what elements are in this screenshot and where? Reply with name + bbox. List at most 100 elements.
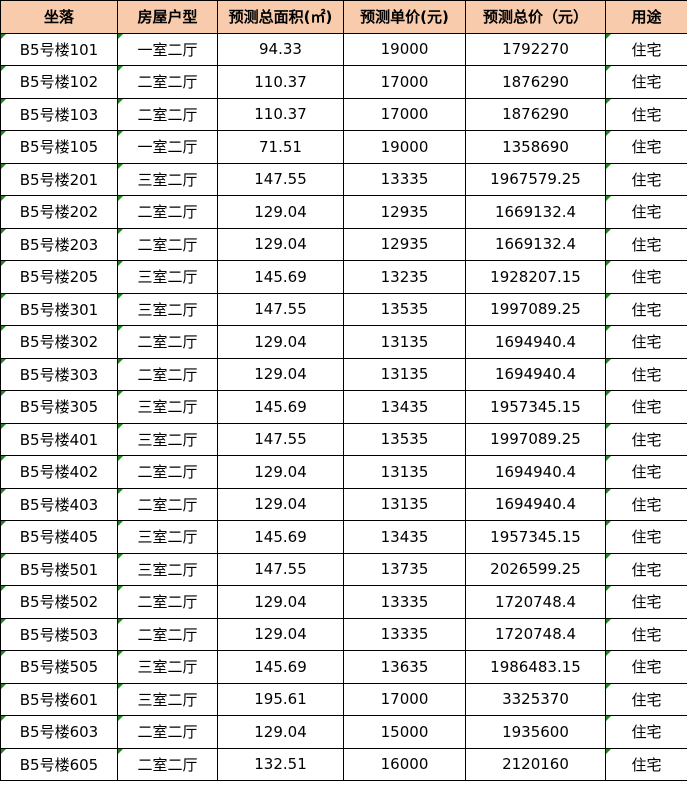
cell-total-price[interactable]: 1935600 bbox=[465, 715, 606, 749]
cell-unit-price[interactable]: 13535 bbox=[343, 422, 466, 456]
cell-location[interactable]: B5号楼202 bbox=[0, 195, 118, 229]
cell-unit-type[interactable]: 一室二厅 bbox=[117, 130, 218, 164]
cell-usage[interactable]: 住宅 bbox=[605, 617, 687, 651]
cell-unit-type[interactable]: 二室二厅 bbox=[117, 487, 218, 521]
cell-unit-type[interactable]: 二室二厅 bbox=[117, 195, 218, 229]
cell-unit-type[interactable]: 三室二厅 bbox=[117, 520, 218, 554]
cell-location[interactable]: B5号楼401 bbox=[0, 422, 118, 456]
cell-usage[interactable]: 住宅 bbox=[605, 32, 687, 66]
cell-area[interactable]: 145.69 bbox=[217, 520, 344, 554]
cell-unit-price[interactable]: 13435 bbox=[343, 520, 466, 554]
cell-area[interactable]: 71.51 bbox=[217, 130, 344, 164]
cell-usage[interactable]: 住宅 bbox=[605, 682, 687, 716]
header-usage[interactable]: 用途 bbox=[605, 0, 687, 34]
cell-total-price[interactable]: 1694940.4 bbox=[465, 357, 606, 391]
cell-usage[interactable]: 住宅 bbox=[605, 715, 687, 749]
cell-unit-type[interactable]: 三室二厅 bbox=[117, 422, 218, 456]
cell-total-price[interactable]: 1997089.25 bbox=[465, 292, 606, 326]
cell-unit-price[interactable]: 13335 bbox=[343, 617, 466, 651]
cell-unit-type[interactable]: 二室二厅 bbox=[117, 617, 218, 651]
cell-unit-price[interactable]: 17000 bbox=[343, 97, 466, 131]
cell-unit-price[interactable]: 13135 bbox=[343, 455, 466, 489]
cell-unit-type[interactable]: 二室二厅 bbox=[117, 97, 218, 131]
cell-unit-price[interactable]: 19000 bbox=[343, 130, 466, 164]
cell-unit-type[interactable]: 三室二厅 bbox=[117, 390, 218, 424]
cell-area[interactable]: 145.69 bbox=[217, 260, 344, 294]
cell-usage[interactable]: 住宅 bbox=[605, 292, 687, 326]
cell-area[interactable]: 129.04 bbox=[217, 455, 344, 489]
cell-usage[interactable]: 住宅 bbox=[605, 552, 687, 586]
cell-total-price[interactable]: 1694940.4 bbox=[465, 455, 606, 489]
cell-usage[interactable]: 住宅 bbox=[605, 260, 687, 294]
cell-location[interactable]: B5号楼605 bbox=[0, 747, 118, 781]
cell-location[interactable]: B5号楼205 bbox=[0, 260, 118, 294]
header-area[interactable]: 预测总面积(㎡) bbox=[217, 0, 344, 34]
cell-area[interactable]: 129.04 bbox=[217, 487, 344, 521]
header-unit-type[interactable]: 房屋户型 bbox=[117, 0, 218, 34]
cell-area[interactable]: 129.04 bbox=[217, 325, 344, 359]
cell-unit-price[interactable]: 17000 bbox=[343, 65, 466, 99]
cell-usage[interactable]: 住宅 bbox=[605, 585, 687, 619]
cell-unit-price[interactable]: 13435 bbox=[343, 390, 466, 424]
cell-unit-price[interactable]: 13135 bbox=[343, 357, 466, 391]
header-unit-price[interactable]: 预测单价(元) bbox=[343, 0, 466, 34]
cell-total-price[interactable]: 1358690 bbox=[465, 130, 606, 164]
header-location[interactable]: 坐落 bbox=[0, 0, 118, 34]
cell-usage[interactable]: 住宅 bbox=[605, 422, 687, 456]
cell-area[interactable]: 147.55 bbox=[217, 292, 344, 326]
cell-total-price[interactable]: 1720748.4 bbox=[465, 617, 606, 651]
cell-location[interactable]: B5号楼103 bbox=[0, 97, 118, 131]
cell-usage[interactable]: 住宅 bbox=[605, 650, 687, 684]
cell-location[interactable]: B5号楼301 bbox=[0, 292, 118, 326]
cell-unit-type[interactable]: 二室二厅 bbox=[117, 715, 218, 749]
cell-unit-price[interactable]: 17000 bbox=[343, 682, 466, 716]
cell-total-price[interactable]: 2026599.25 bbox=[465, 552, 606, 586]
cell-unit-type[interactable]: 三室二厅 bbox=[117, 260, 218, 294]
cell-usage[interactable]: 住宅 bbox=[605, 227, 687, 261]
cell-total-price[interactable]: 1876290 bbox=[465, 97, 606, 131]
cell-area[interactable]: 145.69 bbox=[217, 650, 344, 684]
cell-area[interactable]: 129.04 bbox=[217, 195, 344, 229]
cell-unit-price[interactable]: 13635 bbox=[343, 650, 466, 684]
cell-total-price[interactable]: 1967579.25 bbox=[465, 162, 606, 196]
cell-location[interactable]: B5号楼201 bbox=[0, 162, 118, 196]
cell-total-price[interactable]: 1792270 bbox=[465, 32, 606, 66]
cell-usage[interactable]: 住宅 bbox=[605, 195, 687, 229]
cell-area[interactable]: 110.37 bbox=[217, 65, 344, 99]
cell-usage[interactable]: 住宅 bbox=[605, 487, 687, 521]
cell-unit-price[interactable]: 13235 bbox=[343, 260, 466, 294]
cell-unit-price[interactable]: 13735 bbox=[343, 552, 466, 586]
cell-usage[interactable]: 住宅 bbox=[605, 747, 687, 781]
cell-area[interactable]: 110.37 bbox=[217, 97, 344, 131]
cell-usage[interactable]: 住宅 bbox=[605, 455, 687, 489]
cell-area[interactable]: 129.04 bbox=[217, 227, 344, 261]
cell-total-price[interactable]: 1669132.4 bbox=[465, 195, 606, 229]
cell-total-price[interactable]: 1694940.4 bbox=[465, 325, 606, 359]
cell-unit-price[interactable]: 15000 bbox=[343, 715, 466, 749]
cell-area[interactable]: 195.61 bbox=[217, 682, 344, 716]
cell-unit-type[interactable]: 二室二厅 bbox=[117, 585, 218, 619]
cell-total-price[interactable]: 1928207.15 bbox=[465, 260, 606, 294]
cell-unit-price[interactable]: 19000 bbox=[343, 32, 466, 66]
cell-location[interactable]: B5号楼203 bbox=[0, 227, 118, 261]
cell-location[interactable]: B5号楼405 bbox=[0, 520, 118, 554]
cell-location[interactable]: B5号楼302 bbox=[0, 325, 118, 359]
cell-total-price[interactable]: 1986483.15 bbox=[465, 650, 606, 684]
cell-usage[interactable]: 住宅 bbox=[605, 97, 687, 131]
cell-location[interactable]: B5号楼101 bbox=[0, 32, 118, 66]
cell-area[interactable]: 129.04 bbox=[217, 617, 344, 651]
cell-location[interactable]: B5号楼603 bbox=[0, 715, 118, 749]
cell-unit-price[interactable]: 13135 bbox=[343, 325, 466, 359]
cell-unit-type[interactable]: 三室二厅 bbox=[117, 682, 218, 716]
cell-location[interactable]: B5号楼305 bbox=[0, 390, 118, 424]
cell-unit-type[interactable]: 二室二厅 bbox=[117, 747, 218, 781]
cell-location[interactable]: B5号楼505 bbox=[0, 650, 118, 684]
cell-usage[interactable]: 住宅 bbox=[605, 162, 687, 196]
cell-usage[interactable]: 住宅 bbox=[605, 357, 687, 391]
cell-usage[interactable]: 住宅 bbox=[605, 520, 687, 554]
cell-area[interactable]: 147.55 bbox=[217, 552, 344, 586]
cell-area[interactable]: 94.33 bbox=[217, 32, 344, 66]
cell-area[interactable]: 147.55 bbox=[217, 422, 344, 456]
cell-unit-type[interactable]: 二室二厅 bbox=[117, 227, 218, 261]
cell-unit-price[interactable]: 13135 bbox=[343, 487, 466, 521]
